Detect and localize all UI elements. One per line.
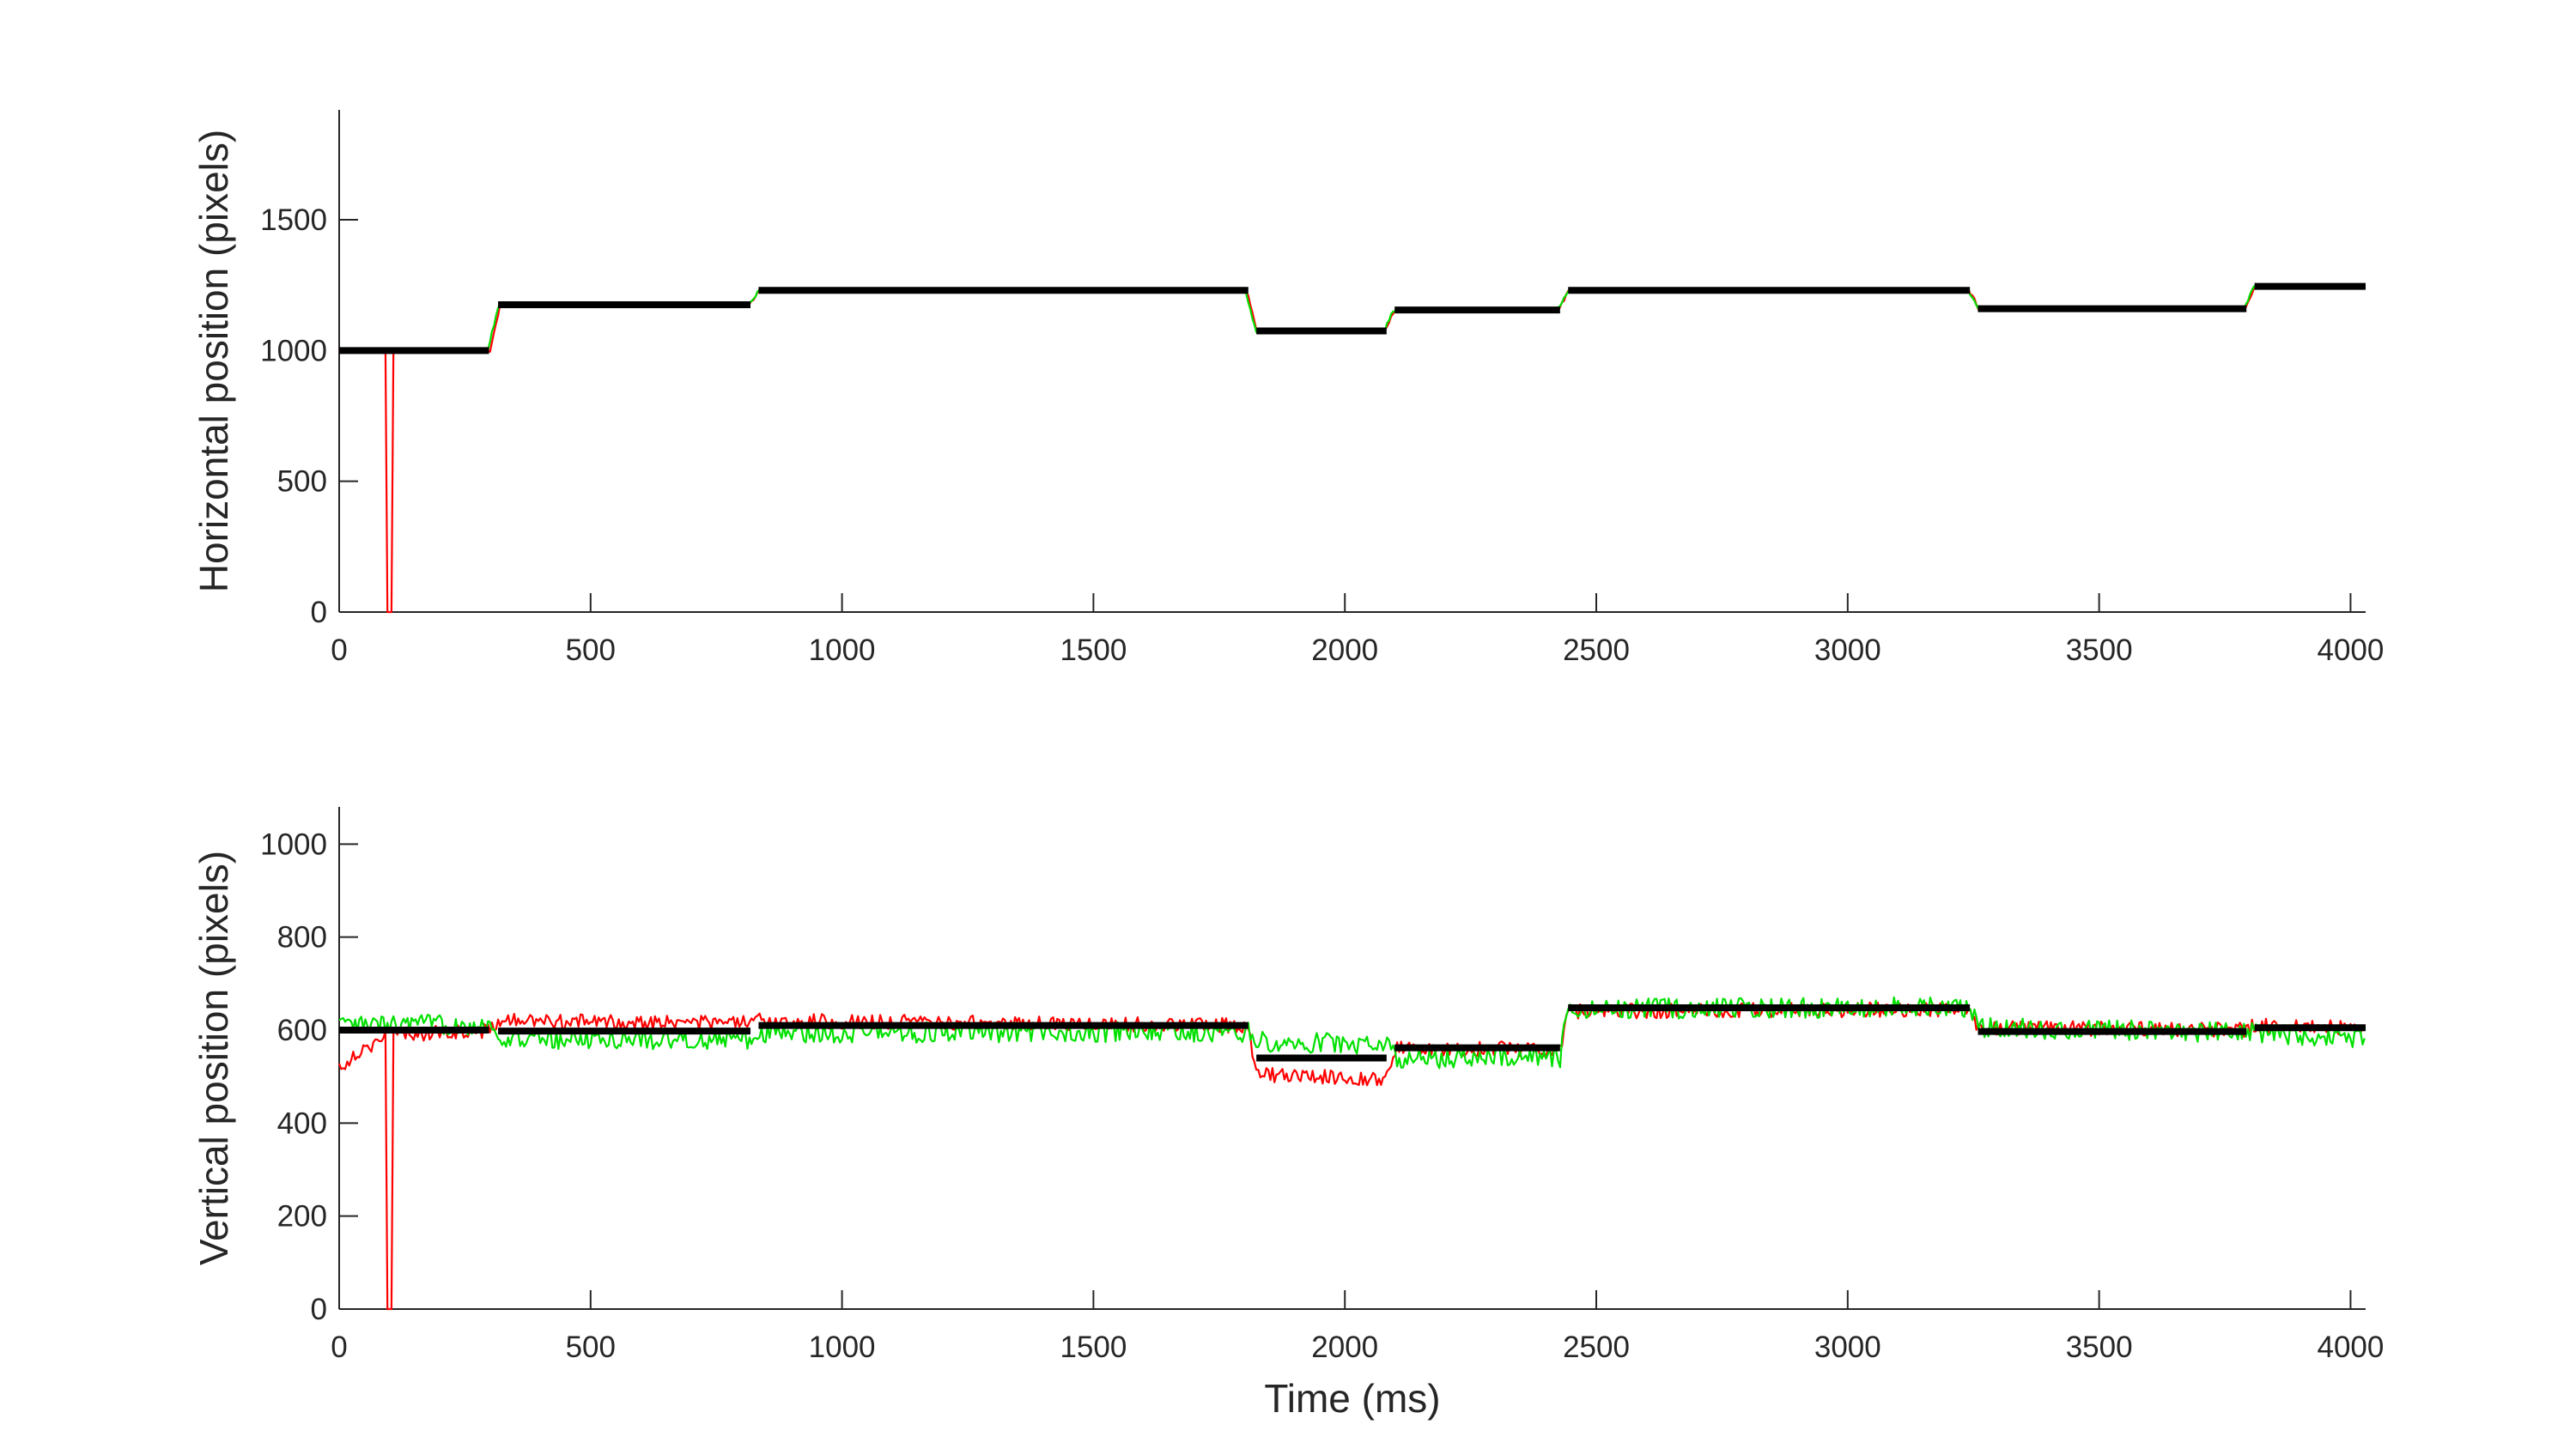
x-tick-label: 0 [331,634,347,667]
y-tick-label: 0 [311,596,327,629]
x-tick-label: 3500 [2066,1331,2133,1364]
x-tick-label: 3000 [1814,1331,1881,1364]
x-tick-label: 2000 [1311,1331,1378,1364]
y-tick-label: 1500 [260,203,327,237]
y-tick-label: 500 [277,465,327,499]
x-tick-label: 3000 [1814,634,1881,667]
y-tick-label: 1000 [260,334,327,367]
chart-panel-1: 0 500 1000 1500 2000 2500 3000 3500 4000 0 500 1000… [191,110,2384,667]
x-tick-label: 1000 [809,1331,876,1364]
x-tick-label: 1500 [1060,1331,1127,1364]
x-tick-label: 2000 [1311,634,1378,667]
y-tick-label: 1000 [260,828,327,861]
x-tick-label: 2500 [1563,1331,1630,1364]
y-tick-label: 200 [277,1200,327,1234]
x-tick-label: 4000 [2317,634,2384,667]
gaze-trace-green [338,283,2366,354]
gaze-trace-green [338,996,2366,1070]
x-tick-label: 4000 [2317,1331,2384,1364]
gaze-trace-red [337,1001,2366,1311]
y-axis-label: Vertical position (pixels) [191,851,236,1265]
x-axis-label: Time (ms) [1264,1376,1440,1421]
x-tick-label: 0 [331,1331,347,1364]
y-tick-label: 400 [277,1106,327,1140]
x-tick-label: 2500 [1563,634,1630,667]
y-tick-label: 0 [311,1293,327,1326]
x-tick-label: 500 [566,1331,616,1364]
x-tick-label: 1500 [1060,634,1127,667]
x-tick-label: 3500 [2066,634,2133,667]
y-axis-label: Horizontal position (pixels) [191,130,236,592]
y-tick-label: 600 [277,1014,327,1047]
y-tick-label: 800 [277,921,327,955]
x-tick-label: 1000 [809,634,876,667]
chart-panel-2: 0 500 1000 1500 2000 2500 3000 3500 4000 0 200 400 6… [191,807,2384,1421]
x-tick-label: 500 [566,634,616,667]
